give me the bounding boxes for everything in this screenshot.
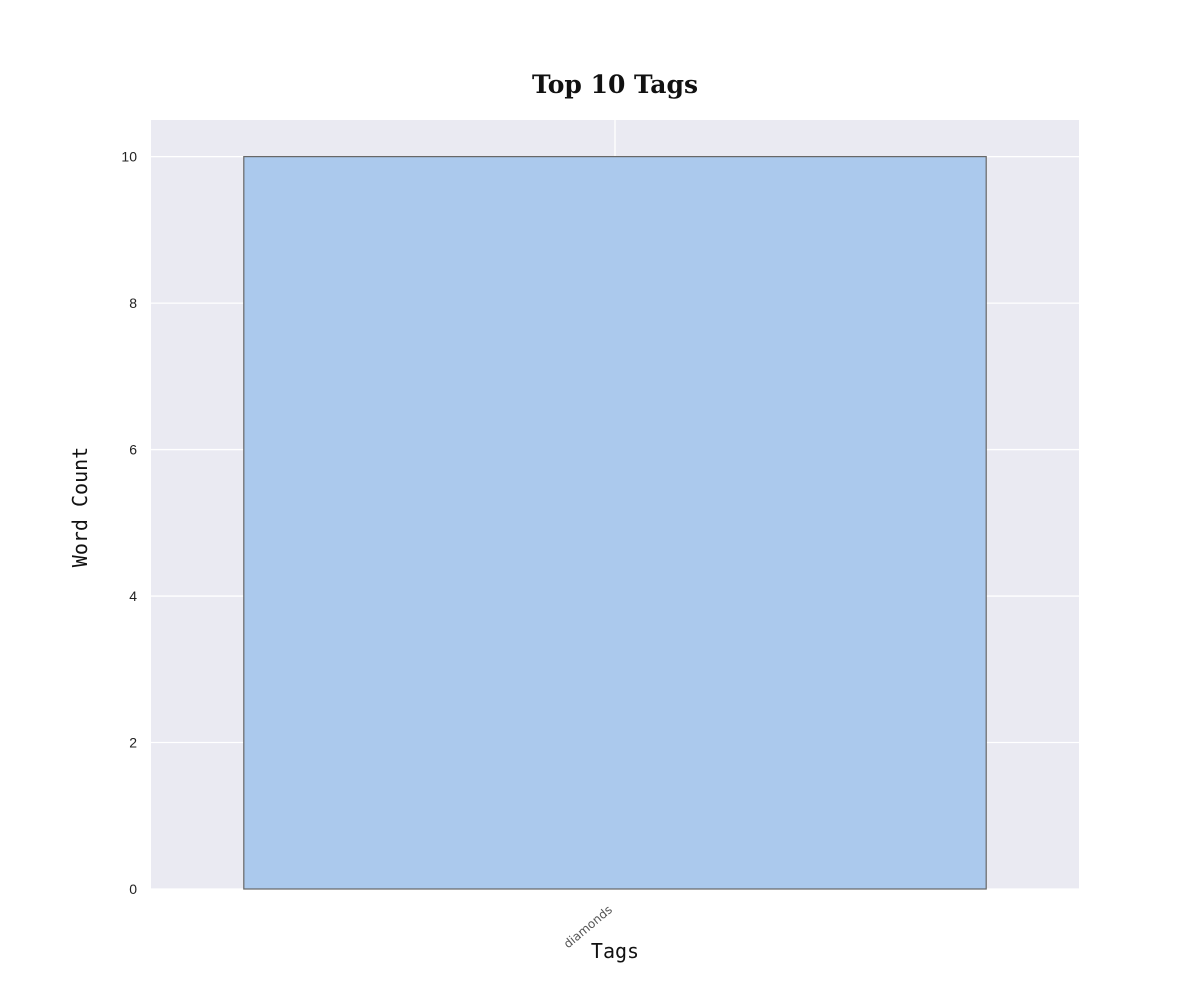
y-tick-label: 10 (121, 149, 137, 165)
y-axis-label: Word Count (68, 447, 92, 567)
x-axis-label: Tags (591, 939, 639, 963)
chart-title: Top 10 Tags (532, 70, 698, 99)
bar-diamonds (243, 156, 987, 890)
y-tick-label: 8 (129, 295, 137, 311)
bars (243, 156, 987, 890)
y-tick-label: 4 (129, 588, 137, 604)
y-tick-label: 2 (129, 735, 137, 751)
y-tick-label: 6 (129, 442, 137, 458)
y-axis-ticks: 0 2 4 6 8 10 (121, 149, 137, 897)
y-tick-label: 0 (129, 881, 137, 897)
